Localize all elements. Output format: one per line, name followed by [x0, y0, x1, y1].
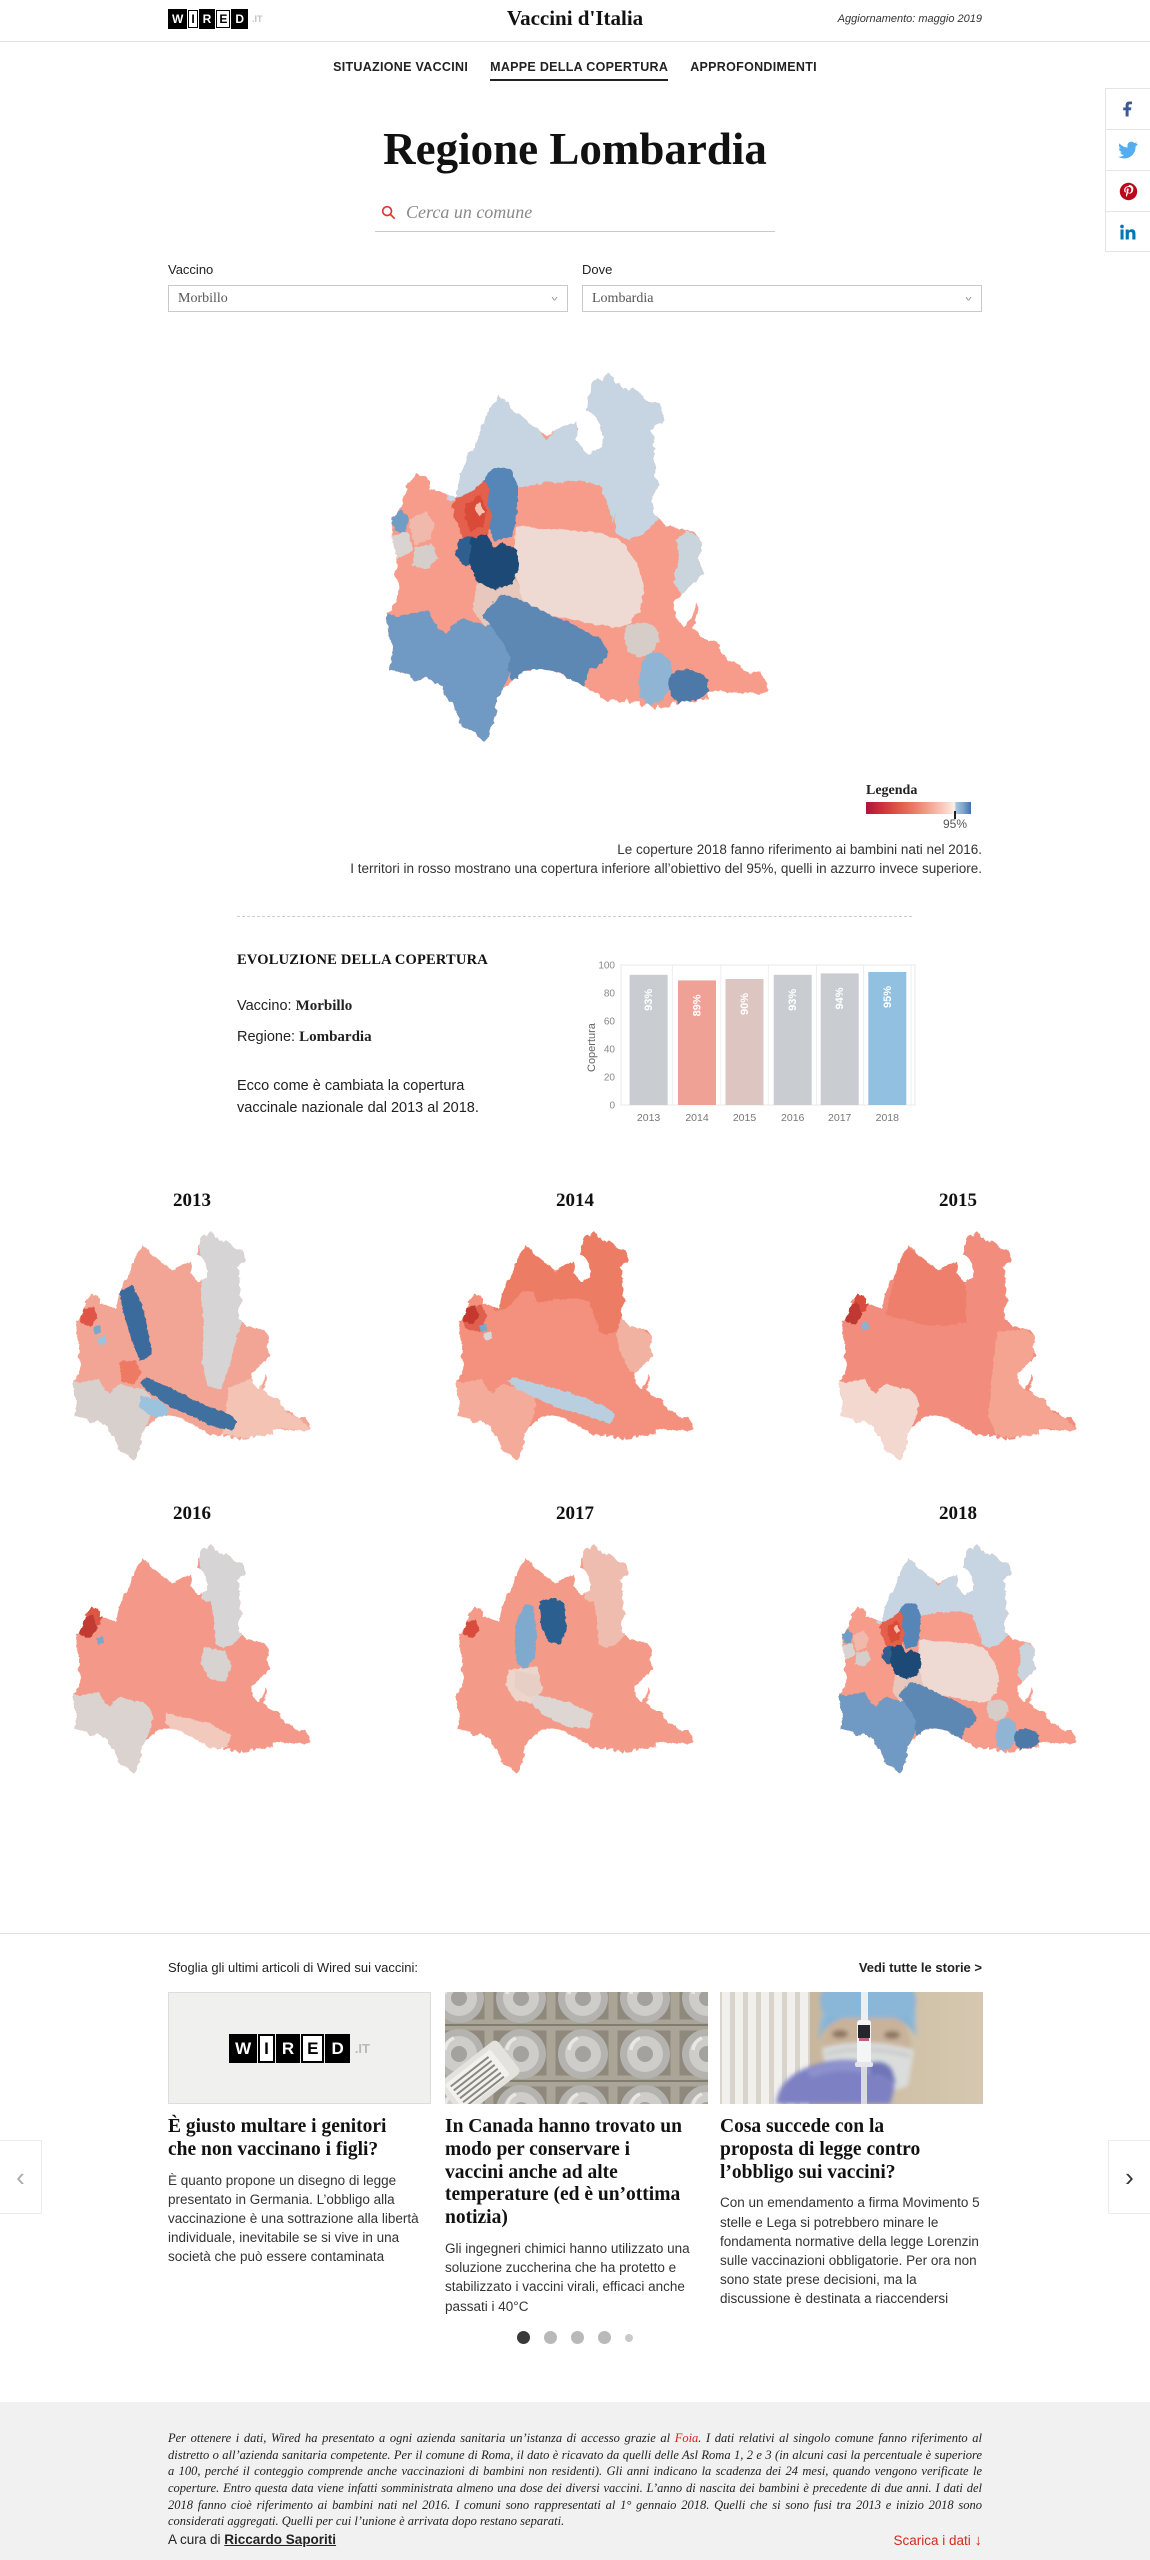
- svg-text:0: 0: [609, 1101, 615, 1112]
- svg-text:2018: 2018: [876, 1112, 900, 1124]
- svg-text:60: 60: [604, 1017, 616, 1028]
- svg-text:2014: 2014: [685, 1112, 709, 1124]
- svg-text:2016: 2016: [781, 1112, 805, 1124]
- svg-text:89%: 89%: [692, 994, 704, 1016]
- svg-text:40: 40: [604, 1045, 616, 1056]
- svg-text:93%: 93%: [643, 989, 655, 1011]
- svg-text:2013: 2013: [637, 1112, 661, 1124]
- svg-text:2017: 2017: [828, 1112, 852, 1124]
- svg-text:Copertura: Copertura: [586, 1022, 598, 1072]
- svg-text:2015: 2015: [733, 1112, 757, 1124]
- svg-text:93%: 93%: [787, 989, 799, 1011]
- svg-text:95%: 95%: [882, 986, 894, 1008]
- svg-text:80: 80: [604, 989, 616, 1000]
- svg-text:20: 20: [604, 1073, 616, 1084]
- svg-text:90%: 90%: [739, 993, 751, 1015]
- svg-text:100: 100: [598, 961, 615, 972]
- svg-text:94%: 94%: [834, 987, 846, 1009]
